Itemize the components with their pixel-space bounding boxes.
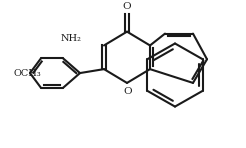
Text: O: O	[124, 87, 132, 96]
Text: NH₂: NH₂	[60, 34, 81, 43]
Text: O: O	[123, 2, 131, 11]
Text: OCH₃: OCH₃	[13, 69, 41, 78]
